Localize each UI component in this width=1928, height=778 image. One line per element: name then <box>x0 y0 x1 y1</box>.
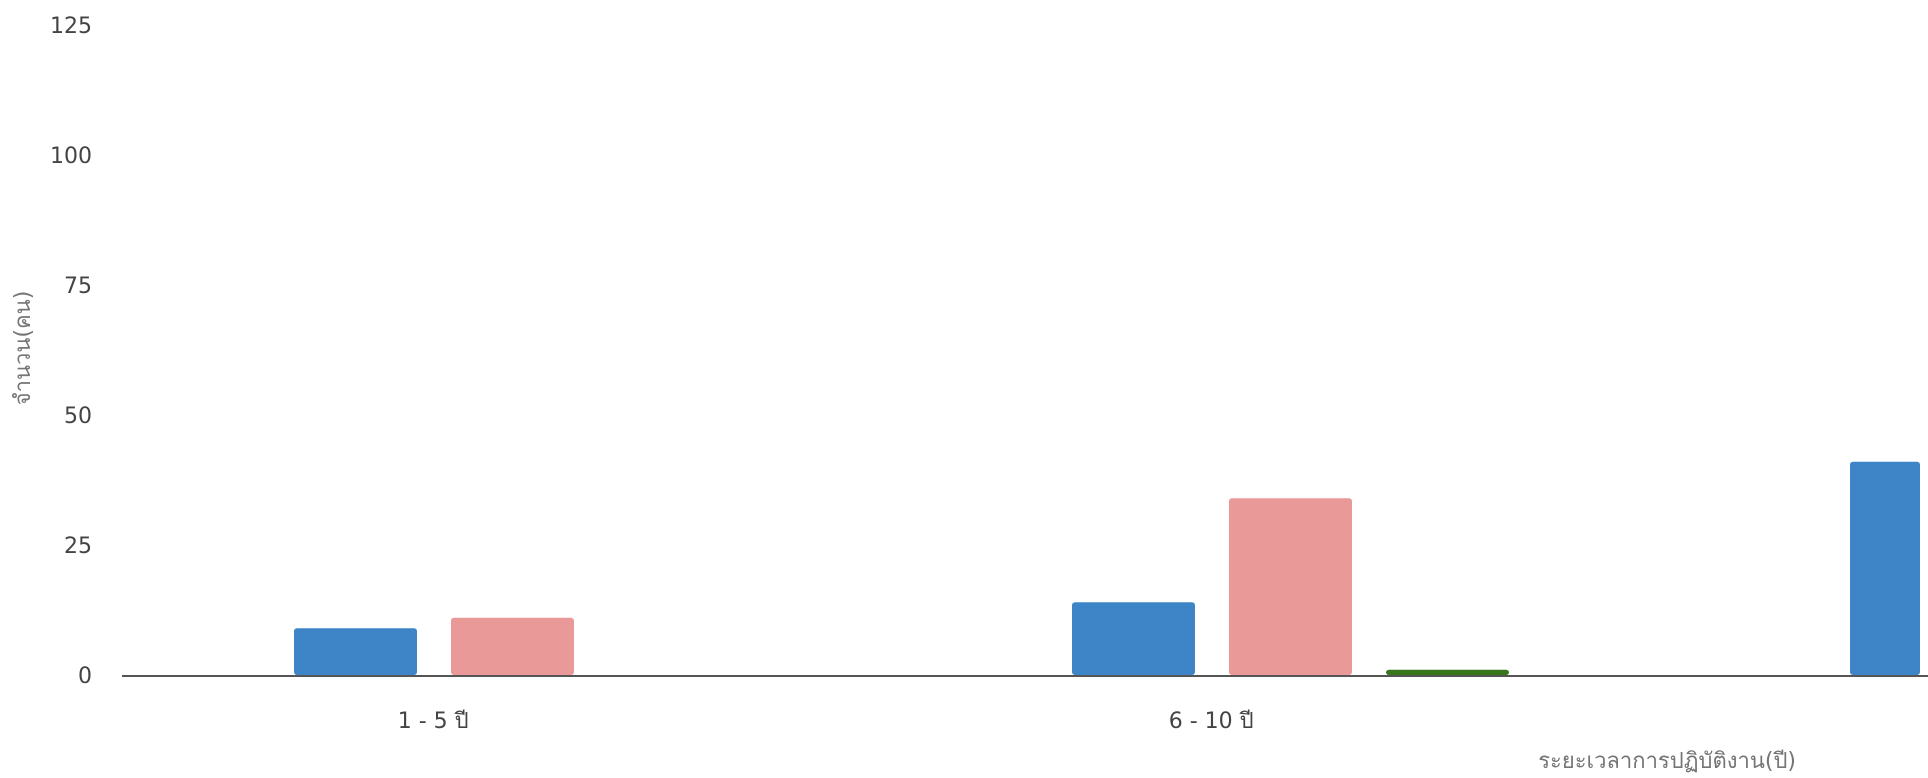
y-tick-label: 0 <box>78 664 92 689</box>
y-axis-title: จำนวน(คน) <box>11 291 36 406</box>
y-tick-label: 75 <box>64 274 92 299</box>
y-tick-label: 100 <box>50 144 92 169</box>
bar <box>1386 669 1509 675</box>
bar <box>451 617 574 675</box>
x-axis-ticks: 1 - 5 ปี 6 - 10 ปี <box>398 709 1254 734</box>
bars-group <box>294 461 1920 675</box>
y-axis-ticks: 0 25 50 75 100 125 <box>50 14 92 689</box>
y-tick-label: 50 <box>64 404 92 429</box>
x-tick-label: 1 - 5 ปี <box>398 709 469 734</box>
bar <box>1229 498 1352 675</box>
x-axis-title: ระยะเวลาการปฏิบัติงาน(ปี) <box>1538 749 1796 774</box>
bar <box>294 628 417 675</box>
y-tick-label: 125 <box>50 14 92 39</box>
x-tick-label: 6 - 10 ปี <box>1169 709 1254 734</box>
y-tick-label: 25 <box>64 534 92 559</box>
bar <box>1850 461 1920 675</box>
bar <box>1072 602 1195 675</box>
